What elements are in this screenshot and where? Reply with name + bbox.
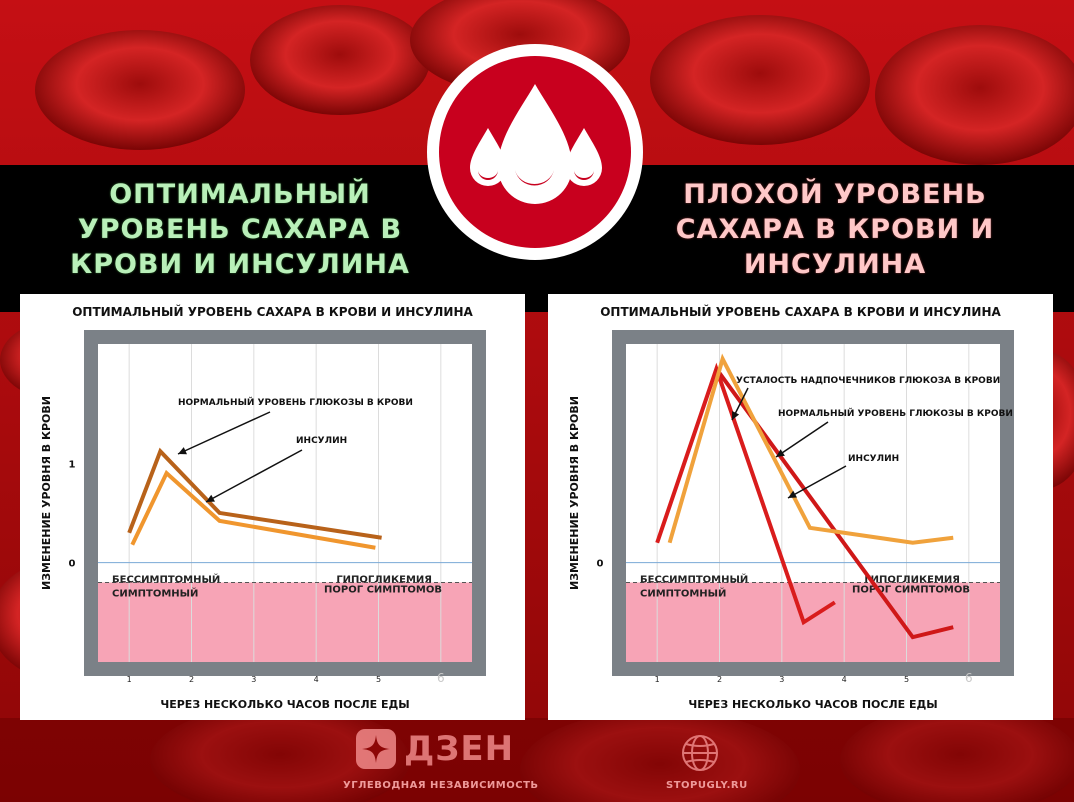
chart-panel-bad: ОПТИМАЛЬНЫЙ УРОВЕНЬ САХАРА В КРОВИ И ИНС… [548, 294, 1053, 720]
series-line-1 [714, 367, 954, 640]
x-tick-label: 2 [717, 675, 722, 684]
x-tick-label: 1 [127, 675, 132, 684]
series-line-0 [127, 447, 382, 540]
zone-label-asymptomatic: БЕССИМПТОМНЫЙ [112, 573, 220, 586]
y-axis-label: ИЗМЕНЕНИЕ УРОВНЯ В КРОВИ [40, 396, 53, 590]
x-tick-label: 4 [842, 675, 847, 684]
x-tick-label: 3 [251, 675, 256, 684]
series-line-0 [655, 362, 836, 626]
x-tick-label: 5 [376, 675, 381, 684]
zone-label-symptomatic: СИМПТОМНЫЙ [640, 587, 726, 600]
chart-title: ОПТИМАЛЬНЫЙ УРОВЕНЬ САХАРА В КРОВИ И ИНС… [72, 304, 473, 319]
arrow-head [206, 494, 215, 502]
series-label: НОРМАЛЬНЫЙ УРОВЕНЬ ГЛЮКОЗЫ В КРОВИ [778, 407, 1013, 419]
series-line-2 [667, 353, 954, 545]
x-tick-label: 5 [904, 675, 909, 684]
zone-label-asymptomatic: БЕССИМПТОМНЫЙ [640, 573, 748, 586]
x-tick-label: 4 [314, 675, 319, 684]
x-axis-label: ЧЕРЕЗ НЕСКОЛЬКО ЧАСОВ ПОСЛЕ ЕДЫ [160, 698, 409, 711]
site-url: STOPUGLY.RU [666, 780, 748, 791]
y-tick-label: 0 [597, 559, 604, 570]
globe-icon [682, 735, 718, 771]
annotation-arrow [205, 449, 303, 503]
annotation-arrow [177, 411, 271, 455]
x-axis-label: ЧЕРЕЗ НЕСКОЛЬКО ЧАСОВ ПОСЛЕ ЕДЫ [688, 698, 937, 711]
logo-blood-drops [427, 44, 643, 260]
arrow-head [178, 447, 187, 455]
y-tick-label: 1 [69, 459, 76, 470]
arrow-head [788, 490, 797, 498]
chart-bad: ОПТИМАЛЬНЫЙ УРОВЕНЬ САХАРА В КРОВИ И ИНС… [548, 294, 1053, 720]
series-label: ИНСУЛИН [848, 454, 899, 464]
series-label: УСТАЛОСТЬ НАДПОЧЕЧНИКОВ ГЛЮКОЗА В КРОВИ [736, 376, 1000, 386]
right-heading: ПЛОХОЙ УРОВЕНЬ САХАРА В КРОВИ И ИНСУЛИНА [675, 179, 995, 280]
arrow-head [776, 449, 785, 457]
dzen-wordmark: ДЗЕН [404, 729, 515, 769]
dzen-brand: ДЗЕН [356, 727, 514, 771]
arrow-head [732, 411, 740, 420]
x-tick-label: 1 [655, 675, 660, 684]
dzen-logo-icon [356, 729, 396, 769]
series-line-1 [130, 469, 376, 550]
zone-label-hypoglycemia: ГИПОГЛИКЕМИЯ [864, 575, 960, 586]
zone-label-threshold: ПОРОГ СИМПТОМОВ [324, 585, 442, 596]
chart-title: ОПТИМАЛЬНЫЙ УРОВЕНЬ САХАРА В КРОВИ И ИНС… [600, 304, 1001, 319]
zone-label-threshold: ПОРОГ СИМПТОМОВ [852, 585, 970, 596]
symptomatic-zone [98, 582, 472, 662]
left-heading: ОПТИМАЛЬНЫЙ УРОВЕНЬ САХАРА В КРОВИ И ИНС… [70, 179, 410, 280]
chart-panel-optimal: ОПТИМАЛЬНЫЙ УРОВЕНЬ САХАРА В КРОВИ И ИНС… [20, 294, 525, 720]
zone-label-hypoglycemia: ГИПОГЛИКЕМИЯ [336, 575, 432, 586]
x-tick-label: 6 [965, 671, 973, 685]
annotation-arrow [787, 465, 847, 499]
annotation-arrow [775, 421, 829, 458]
x-tick-label: 3 [779, 675, 784, 684]
y-tick-label: 0 [69, 559, 76, 570]
y-axis-label: ИЗМЕНЕНИЕ УРОВНЯ В КРОВИ [568, 396, 581, 590]
x-tick-label: 6 [437, 671, 445, 685]
symptomatic-zone [626, 582, 1000, 662]
zone-label-symptomatic: СИМПТОМНЫЙ [112, 587, 198, 600]
chart-optimal: ОПТИМАЛЬНЫЙ УРОВЕНЬ САХАРА В КРОВИ И ИНС… [20, 294, 525, 720]
series-label: ИНСУЛИН [296, 436, 347, 446]
series-label: НОРМАЛЬНЫЙ УРОВЕНЬ ГЛЮКОЗЫ В КРОВИ [178, 396, 413, 408]
channel-name: УГЛЕВОДНАЯ НЕЗАВИСИМОСТЬ [343, 780, 539, 791]
x-tick-label: 2 [189, 675, 194, 684]
